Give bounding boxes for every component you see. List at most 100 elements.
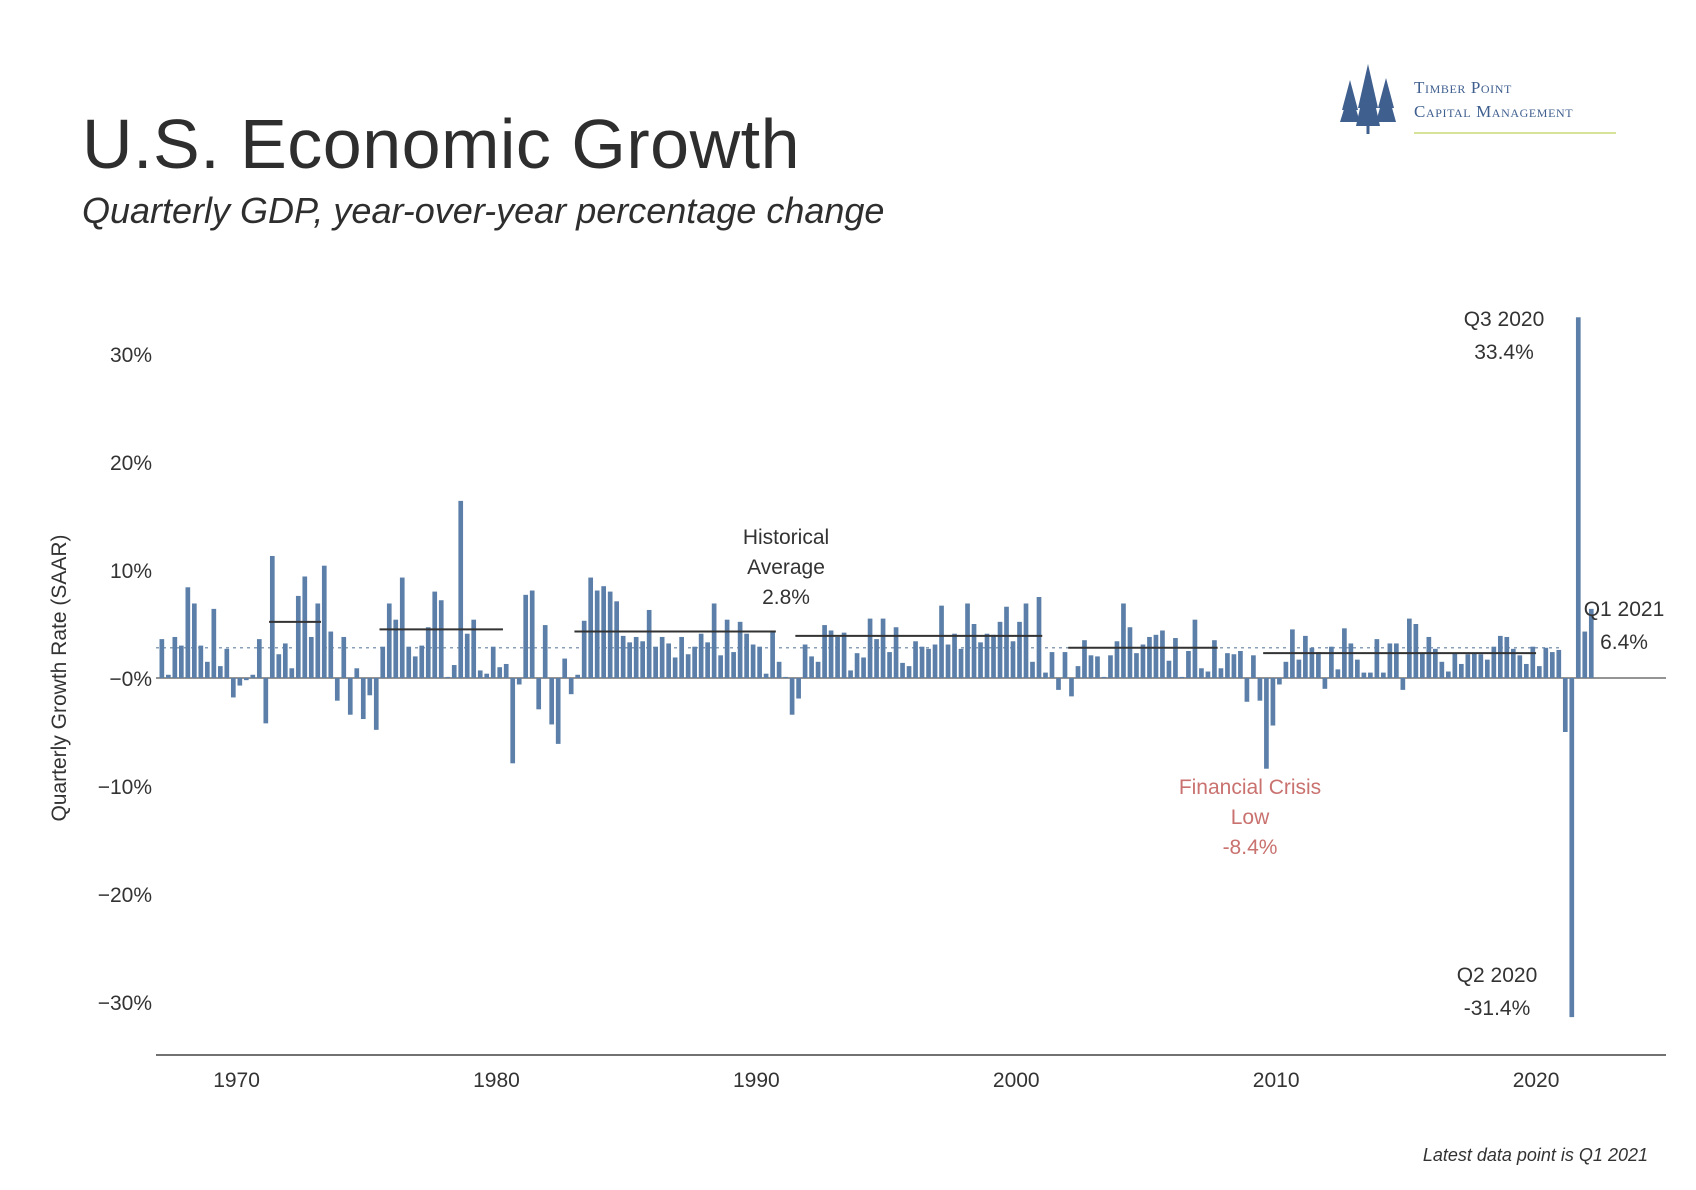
bar bbox=[783, 676, 788, 678]
x-tick-label: 1980 bbox=[473, 1069, 520, 1092]
annotation-line: Average bbox=[747, 556, 825, 579]
bar bbox=[1582, 631, 1588, 678]
bar bbox=[1394, 643, 1399, 678]
bar bbox=[406, 646, 412, 678]
bar bbox=[724, 619, 730, 678]
bar bbox=[315, 603, 321, 678]
bar bbox=[1296, 659, 1302, 678]
bar bbox=[211, 608, 217, 678]
pine-trees-icon bbox=[1340, 64, 1396, 134]
bar bbox=[308, 636, 314, 678]
bar bbox=[1361, 672, 1367, 678]
bar bbox=[1101, 676, 1107, 678]
annotation-line: Historical bbox=[743, 526, 829, 549]
bar bbox=[581, 620, 587, 678]
bar bbox=[1030, 661, 1035, 678]
bar bbox=[861, 657, 866, 678]
bar bbox=[1023, 603, 1029, 678]
bar bbox=[939, 605, 944, 678]
bar bbox=[952, 633, 957, 678]
bar bbox=[1082, 640, 1087, 678]
bar bbox=[276, 654, 282, 678]
bar bbox=[731, 652, 736, 678]
logo-line-1: Timber Point bbox=[1414, 78, 1512, 97]
bar bbox=[841, 632, 847, 678]
bar bbox=[256, 639, 262, 678]
bar bbox=[958, 648, 964, 678]
bar bbox=[1186, 651, 1191, 678]
bar bbox=[1225, 653, 1230, 678]
bar bbox=[737, 621, 743, 678]
bar bbox=[529, 590, 535, 678]
bar bbox=[770, 630, 775, 678]
x-tick-label: 2000 bbox=[993, 1069, 1040, 1092]
bars bbox=[159, 317, 1594, 1018]
annotation-line: Q3 2020 bbox=[1464, 308, 1545, 331]
bar bbox=[971, 624, 977, 678]
bar bbox=[887, 652, 892, 678]
bar bbox=[1108, 655, 1113, 678]
x-tick-label: 1990 bbox=[733, 1069, 780, 1092]
annotation-q2-2020: Q2 2020 -31.4% bbox=[1457, 964, 1538, 1020]
bar bbox=[568, 678, 574, 695]
bar bbox=[1439, 661, 1445, 678]
bar bbox=[237, 678, 243, 686]
bar bbox=[432, 591, 438, 678]
bar bbox=[224, 648, 230, 678]
bar bbox=[698, 633, 704, 678]
bar bbox=[1575, 317, 1581, 678]
bar bbox=[1387, 643, 1393, 678]
bar bbox=[692, 646, 697, 678]
bar bbox=[419, 645, 425, 678]
bar bbox=[1478, 654, 1484, 678]
bar bbox=[302, 576, 308, 678]
bar bbox=[1121, 603, 1126, 678]
bar bbox=[1536, 666, 1542, 678]
x-ticks: 1970 1980 1990 2000 2010 2020 bbox=[213, 1069, 1559, 1092]
bar bbox=[945, 644, 951, 678]
annotation-line: Q2 2020 bbox=[1457, 964, 1538, 987]
bar bbox=[1543, 647, 1549, 678]
page-subtitle: Quarterly GDP, year-over-year percentage… bbox=[82, 190, 885, 231]
annotation-q1-2021: Q1 2021 6.4% bbox=[1584, 598, 1665, 654]
bar bbox=[1530, 646, 1536, 678]
bar bbox=[1329, 646, 1334, 678]
bar bbox=[1368, 672, 1373, 678]
bar bbox=[880, 618, 886, 678]
bar bbox=[1251, 655, 1256, 678]
bar bbox=[1036, 597, 1042, 678]
bar bbox=[1497, 635, 1503, 678]
bar bbox=[1465, 654, 1471, 678]
bar bbox=[1491, 646, 1497, 678]
bar bbox=[217, 666, 223, 678]
x-tick-label: 2010 bbox=[1253, 1069, 1300, 1092]
bar bbox=[464, 633, 470, 678]
bar bbox=[757, 646, 762, 678]
bar bbox=[1270, 678, 1276, 726]
bar bbox=[744, 633, 749, 678]
bar bbox=[172, 636, 178, 678]
bar bbox=[900, 662, 905, 678]
bar bbox=[562, 658, 568, 678]
bar bbox=[1166, 660, 1172, 678]
y-axis-label: Quarterly Growth Rate (SAAR) bbox=[48, 534, 71, 821]
bar bbox=[718, 655, 723, 678]
bar bbox=[1322, 678, 1328, 689]
bar bbox=[926, 648, 931, 678]
bar bbox=[594, 590, 600, 678]
bar bbox=[1238, 651, 1243, 678]
bar bbox=[705, 642, 710, 678]
bar bbox=[347, 678, 353, 715]
bar bbox=[1374, 639, 1380, 678]
annotation-line: Low bbox=[1231, 806, 1270, 829]
page-title: U.S. Economic Growth bbox=[82, 105, 800, 183]
bar bbox=[984, 633, 990, 678]
bar bbox=[1471, 653, 1477, 678]
y-tick-label: 10% bbox=[110, 560, 152, 583]
bar bbox=[1348, 643, 1354, 678]
bar bbox=[750, 644, 756, 678]
annotation-historical-average: Historical Average 2.8% bbox=[743, 526, 829, 609]
bar bbox=[1588, 608, 1594, 678]
bar bbox=[1192, 619, 1198, 678]
bar bbox=[263, 678, 269, 724]
